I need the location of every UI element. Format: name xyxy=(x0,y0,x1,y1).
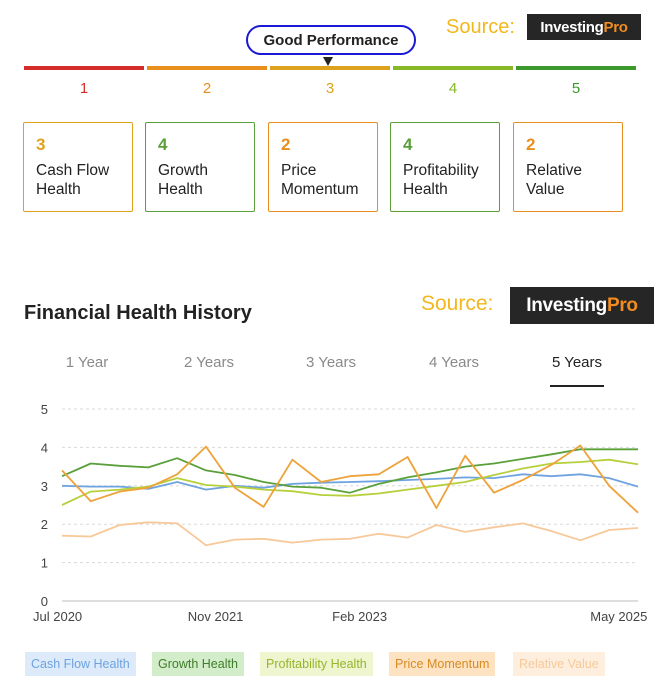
legend-cash-flow-health[interactable]: Cash Flow Health xyxy=(25,652,136,676)
rating-segment-2 xyxy=(147,66,267,70)
rating-segment-1 xyxy=(24,66,144,70)
rating-number-2: 2 xyxy=(202,80,212,97)
y-tick-label: 2 xyxy=(41,517,48,532)
active-tab-indicator xyxy=(550,385,604,387)
card-title-line2: Health xyxy=(36,181,81,198)
source-label-mid: Source: xyxy=(421,292,494,315)
financial-health-line-chart: 0 1 2 3 4 5 Jul 2020 Nov 2021 Feb 2023 May 2025 xyxy=(33,402,647,624)
score-card-cash-flow-health: 3 Cash Flow Health xyxy=(23,122,133,212)
card-title-line1: Price xyxy=(281,162,317,179)
score-card-relative-value: 2 Relative Value xyxy=(513,122,623,212)
card-score: 4 xyxy=(158,135,168,154)
rating-number-5: 5 xyxy=(571,80,581,97)
logo-text-pro: Pro xyxy=(606,294,638,316)
score-card-profitability-health: 4 Profitability Health xyxy=(390,122,500,212)
y-tick-label: 5 xyxy=(41,402,48,417)
x-tick-label: Jul 2020 xyxy=(33,609,82,624)
rating-number-1: 1 xyxy=(79,80,89,97)
rating-number-4: 4 xyxy=(448,80,458,97)
series-line-price-momentum xyxy=(61,444,639,514)
card-title-line1: Relative xyxy=(526,162,582,179)
investingpro-logo-top: Investing Pro xyxy=(527,14,641,40)
legend-profitability-health[interactable]: Profitability Health xyxy=(260,652,373,676)
source-label-top: Source: xyxy=(446,16,515,38)
card-title-line2: Health xyxy=(158,181,203,198)
series-line-cash-flow-health xyxy=(61,473,639,491)
score-card-growth-health: 4 Growth Health xyxy=(145,122,255,212)
tab-3-years[interactable]: 3 Years xyxy=(305,354,357,371)
x-tick-label: Nov 2021 xyxy=(188,609,244,624)
tab-4-years[interactable]: 4 Years xyxy=(428,354,480,371)
rating-pointer-icon xyxy=(323,57,333,66)
rating-segment-5 xyxy=(516,66,636,70)
rating-segment-3 xyxy=(270,66,390,70)
legend-price-momentum[interactable]: Price Momentum xyxy=(389,652,496,676)
card-score: 2 xyxy=(281,135,291,154)
card-title-line2: Momentum xyxy=(281,181,359,198)
investingpro-logo-mid: Investing Pro xyxy=(510,287,654,324)
section-title: Financial Health History xyxy=(24,302,252,324)
performance-rating-label: Good Performance xyxy=(246,25,416,55)
series-line-growth-health xyxy=(61,448,638,494)
y-tick-label: 4 xyxy=(41,440,48,455)
y-tick-label: 1 xyxy=(41,556,48,571)
tab-2-years[interactable]: 2 Years xyxy=(183,354,235,371)
card-title-line2: Health xyxy=(403,181,448,198)
card-score: 4 xyxy=(403,135,413,154)
logo-text-main: Investing xyxy=(540,18,604,36)
score-card-price-momentum: 2 Price Momentum xyxy=(268,122,378,212)
tab-5-years[interactable]: 5 Years xyxy=(551,354,603,371)
series-line-relative-value xyxy=(61,521,639,547)
card-title-line1: Profitability xyxy=(403,162,479,179)
y-tick-label: 0 xyxy=(41,594,48,609)
legend-growth-health[interactable]: Growth Health xyxy=(152,652,244,676)
rating-number-3: 3 xyxy=(325,80,335,97)
card-title-line1: Growth xyxy=(158,162,208,179)
rating-segment-4 xyxy=(393,66,513,70)
tab-1-year[interactable]: 1 Year xyxy=(65,354,109,371)
y-tick-label: 3 xyxy=(41,479,48,494)
card-score: 3 xyxy=(36,135,46,154)
legend-relative-value[interactable]: Relative Value xyxy=(513,652,605,676)
x-tick-label: Feb 2023 xyxy=(332,609,387,624)
card-title-line2: Value xyxy=(526,181,565,198)
card-title-line1: Cash Flow xyxy=(36,162,110,179)
x-tick-label: May 2025 xyxy=(590,609,647,624)
logo-text-pro: Pro xyxy=(603,18,628,36)
card-score: 2 xyxy=(526,135,536,154)
logo-text-main: Investing xyxy=(526,294,607,316)
